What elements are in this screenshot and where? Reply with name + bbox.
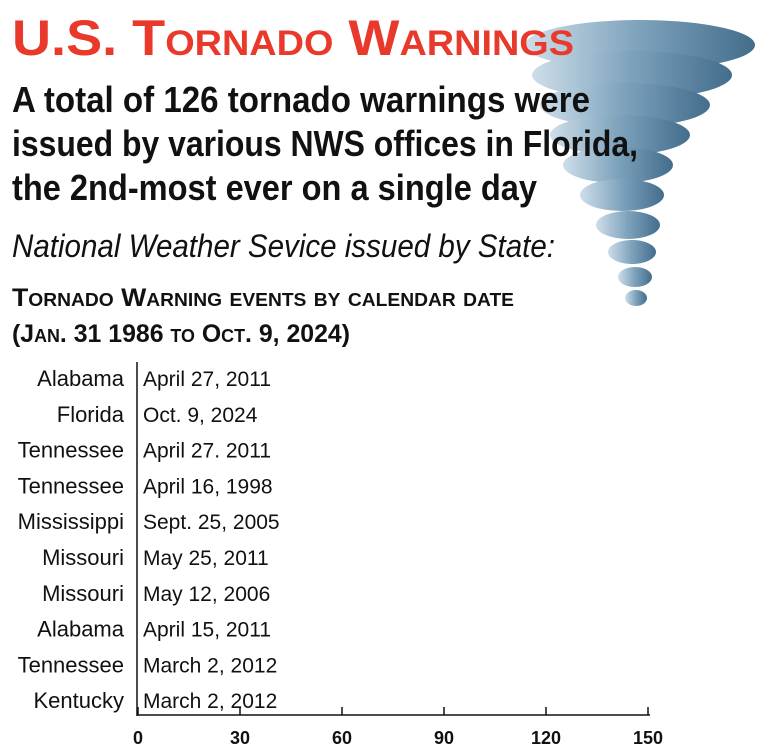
title: U.S. Tornado Warnings	[12, 10, 574, 66]
category-label: Tennessee	[18, 473, 124, 498]
date-label: March 2, 2012	[143, 690, 277, 713]
date-label: Sept. 25, 2005	[143, 511, 280, 534]
x-tick-label: 150	[633, 728, 663, 748]
x-tick-label: 90	[434, 728, 454, 748]
category-label: Kentucky	[34, 688, 125, 713]
date-label: April 15, 2011	[143, 619, 271, 642]
category-label: Florida	[57, 402, 125, 427]
x-tick-label: 120	[531, 728, 561, 748]
date-label: Oct. 9, 2024	[143, 404, 258, 427]
date-label: March 2, 2012	[143, 654, 277, 677]
date-label: May 25, 2011	[143, 547, 269, 570]
subtitle: issued by various NWS offices in Florida…	[12, 123, 638, 164]
category-label: Tennessee	[18, 652, 124, 677]
date-label: April 27. 2011	[143, 440, 271, 463]
date-label: April 27, 2011	[143, 368, 271, 391]
subtitle: the 2nd-most ever on a single day	[12, 167, 537, 208]
tornado-illustration	[525, 20, 755, 306]
x-tick-label: 0	[133, 728, 143, 748]
category-label: Alabama	[37, 366, 125, 391]
x-tick-label: 30	[230, 728, 250, 748]
category-label: Missouri	[42, 581, 124, 606]
category-label: Tennessee	[18, 438, 124, 463]
chart-title: Tornado Warning events by calendar date	[12, 284, 514, 312]
caption: National Weather Sevice issued by State:	[12, 228, 555, 264]
category-label: Mississippi	[18, 509, 124, 534]
x-tick-label: 60	[332, 728, 352, 748]
category-label: Alabama	[37, 617, 125, 642]
date-label: April 16, 1998	[143, 475, 273, 498]
chart-title: (Jan. 31 1986 to Oct. 9, 2024)	[12, 320, 350, 348]
date-label: May 12, 2006	[143, 583, 270, 606]
subtitle: A total of 126 tornado warnings were	[12, 79, 590, 120]
category-label: Missouri	[42, 545, 124, 570]
